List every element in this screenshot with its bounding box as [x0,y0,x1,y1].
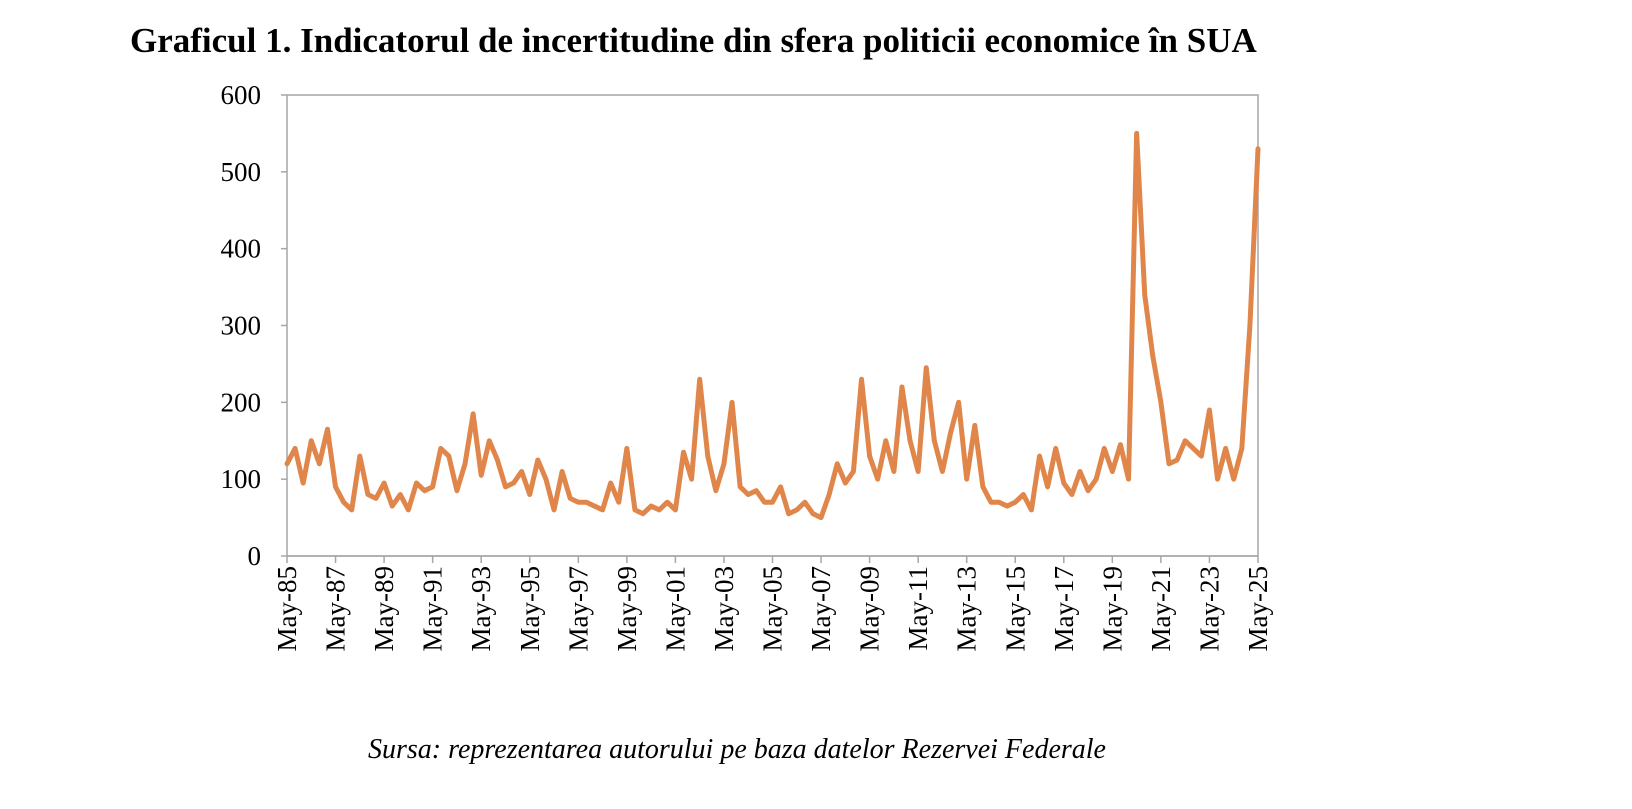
y-tick-label: 0 [248,541,262,571]
x-tick-label: May-85 [272,566,302,651]
x-tick-label: May-07 [806,566,836,651]
x-tick-label: May-11 [903,566,933,650]
x-tick-label: May-25 [1243,566,1273,651]
data-line [284,130,1261,521]
y-tick-label: 400 [221,234,262,264]
x-tick-label: May-97 [563,566,593,651]
y-tick-label: 300 [221,311,262,341]
x-tick-label: May-89 [369,566,399,651]
x-tick-label: May-19 [1097,566,1127,651]
x-tick-label: May-03 [709,566,739,651]
x-tick-label: May-87 [321,566,351,651]
x-tick-label: May-13 [952,566,982,651]
x-tick-label: May-15 [1000,566,1030,651]
x-tick-label: May-21 [1146,566,1176,651]
x-tick-label: May-95 [515,566,545,651]
y-tick-label: 500 [221,157,262,187]
x-tick-label: May-09 [855,566,885,651]
y-tick-label: 100 [221,464,262,494]
x-tick-label: May-91 [418,566,448,651]
source-note: Sursa: reprezentarea autorului pe baza d… [368,734,1106,765]
y-tick-label: 600 [221,80,262,110]
x-tick-label: May-05 [758,566,788,651]
x-tick-label: May-23 [1194,566,1224,651]
x-tick-label: May-01 [660,566,690,651]
x-tick-label: May-93 [466,566,496,651]
y-tick-label: 200 [221,387,262,417]
x-tick-label: May-99 [612,566,642,651]
x-tick-label: May-17 [1049,566,1079,651]
chart-title: Graficul 1. Indicatorul de incertitudine… [130,21,1257,60]
